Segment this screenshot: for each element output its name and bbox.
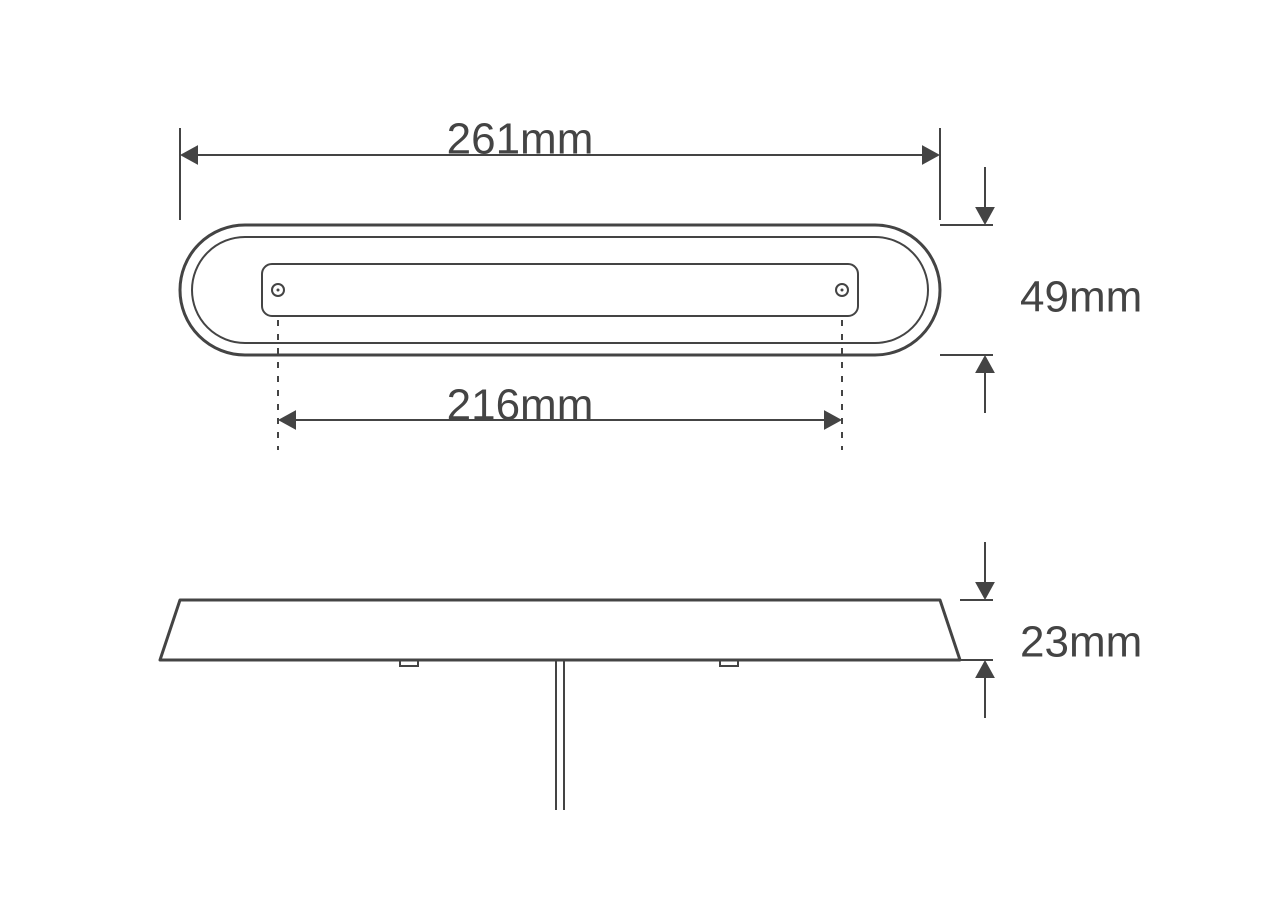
top-view-lens bbox=[262, 264, 858, 316]
mounting-notch bbox=[400, 660, 418, 666]
dim-height: 49mm bbox=[1020, 273, 1142, 322]
dim-overall-width: 261mm bbox=[447, 115, 594, 164]
technical-drawing: 261mm 216mm 49mm 23mm bbox=[0, 0, 1280, 900]
dim-depth: 23mm bbox=[1020, 618, 1142, 667]
side-view-body bbox=[160, 600, 960, 660]
mounting-notch bbox=[720, 660, 738, 666]
dim-hole-centers: 216mm bbox=[447, 381, 594, 430]
top-view-outer bbox=[180, 225, 940, 355]
top-view-inner-ring bbox=[192, 237, 928, 343]
